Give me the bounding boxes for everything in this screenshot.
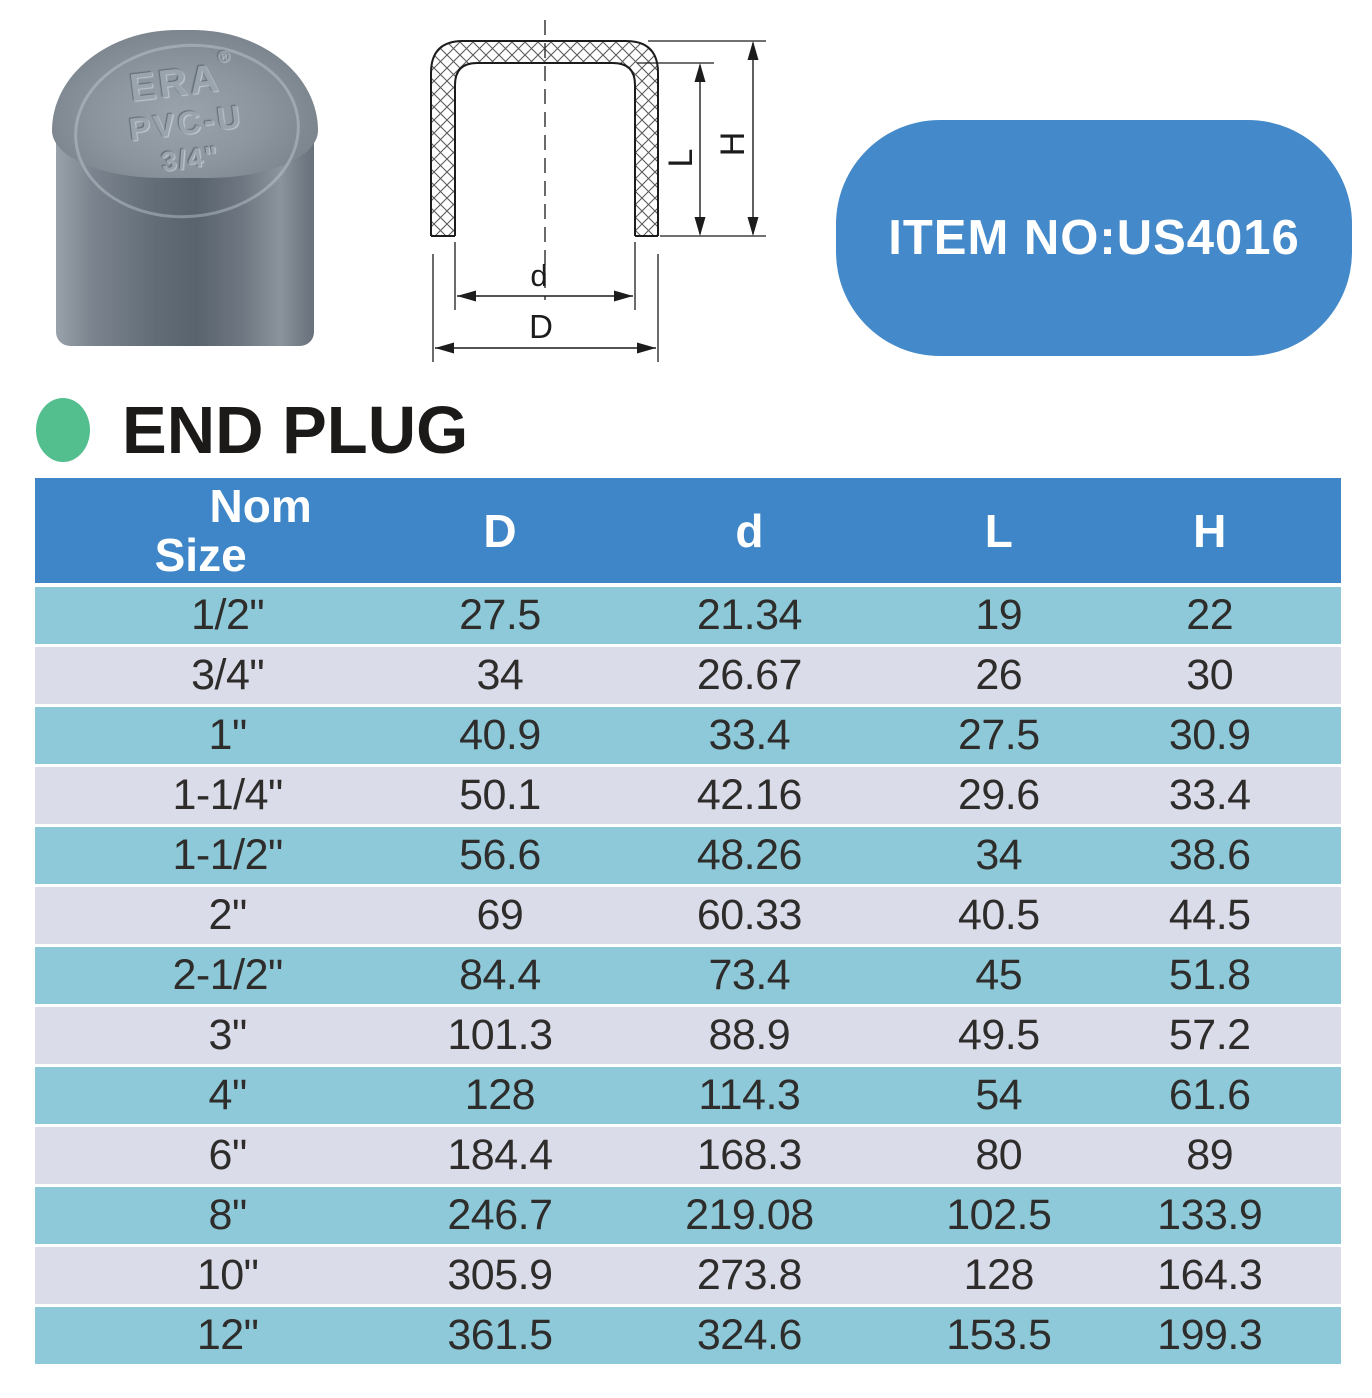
- table-cell: 34: [975, 831, 1023, 879]
- label-D: D: [529, 308, 553, 345]
- table-cell: 3": [208, 1011, 248, 1059]
- dimension-diagram: d D L H: [430, 20, 766, 362]
- table-cell: 6": [208, 1131, 248, 1179]
- table-cell: 27.5: [459, 591, 541, 639]
- table-cell: 54: [975, 1071, 1023, 1119]
- table-cell: 219.08: [685, 1191, 814, 1239]
- table-cell: 21.34: [696, 591, 803, 639]
- table-cell: 246.7: [447, 1191, 553, 1239]
- table-row: 3" 101.3 88.9 49.5 57.2: [35, 1007, 1341, 1067]
- table-cell: 27.5: [957, 711, 1040, 759]
- table-cell: 114.3: [698, 1071, 801, 1119]
- column-header-D: D: [483, 504, 517, 557]
- table-cell: 12": [196, 1311, 259, 1359]
- table-row: 1-1/4" 50.1 42.16 29.6 33.4: [35, 767, 1341, 827]
- table-cell: 1-1/4": [172, 771, 283, 819]
- table-cell: 1": [208, 711, 248, 759]
- pvc-cap-top: [52, 30, 318, 178]
- table-cell: 61.6: [1168, 1071, 1251, 1119]
- spec-table: Nom Size D d L H 1/2" 27.5 21.34 19 22 3/4" 34…: [35, 478, 1341, 1367]
- table-row: 2" 69 60.33 40.5 44.5: [35, 887, 1341, 947]
- product-photo: ERA® PVC-U 3/4": [52, 30, 318, 348]
- table-row: 3/4" 34 26.67 26 30: [35, 647, 1341, 707]
- table-cell: 164.3: [1157, 1251, 1263, 1299]
- table-cell: 2": [208, 891, 248, 939]
- table-cell: 30: [1186, 651, 1234, 699]
- section-title: END PLUG: [122, 392, 469, 468]
- table-row: 6" 184.4 168.3 80 89: [35, 1127, 1341, 1187]
- table-cell: 51.8: [1168, 951, 1251, 999]
- table-cell: 33.4: [1168, 771, 1251, 819]
- table-cell: 26.67: [696, 651, 803, 699]
- table-cell: 8": [208, 1191, 248, 1239]
- table-cell: 88.9: [708, 1011, 791, 1059]
- table-row: 8" 246.7 219.08 102.5 133.9: [35, 1187, 1341, 1247]
- table-cell: 34: [476, 651, 524, 699]
- table-cell: 73.4: [708, 951, 791, 999]
- table-cell: 44.5: [1168, 891, 1251, 939]
- table-cell: 1-1/2": [172, 831, 283, 879]
- table-cell: 1/2": [191, 591, 265, 639]
- table-cell: 26: [975, 651, 1023, 699]
- column-header-nom-size: Nom Size: [154, 479, 312, 581]
- table-cell: 40.5: [957, 891, 1040, 939]
- table-row: 1/2" 27.5 21.34 19 22: [35, 587, 1341, 647]
- table-row: 10" 305.9 273.8 128 164.3: [35, 1247, 1341, 1307]
- table-cell: 48.26: [696, 831, 803, 879]
- table-cell: 102.5: [946, 1191, 1052, 1239]
- table-cell: 60.33: [696, 891, 803, 939]
- column-header-d: d: [735, 504, 764, 557]
- table-cell: 33.4: [708, 711, 791, 759]
- table-row: 1" 40.9 33.4 27.5 30.9: [35, 707, 1341, 767]
- table-cell: 84.4: [459, 951, 541, 999]
- label-H: H: [714, 132, 752, 157]
- table-cell: 69: [476, 891, 524, 939]
- table-cell: 273.8: [696, 1251, 803, 1299]
- table-cell: 56.6: [459, 831, 541, 879]
- table-cell: 324.6: [696, 1311, 803, 1359]
- table-cell: 128: [963, 1251, 1035, 1299]
- table-cell: 57.2: [1168, 1011, 1251, 1059]
- column-header-H: H: [1193, 504, 1227, 557]
- table-cell: 49.5: [957, 1011, 1040, 1059]
- table-cell: 30.9: [1168, 711, 1251, 759]
- table-cell: 50.1: [459, 771, 541, 819]
- table-cell: 10": [196, 1251, 259, 1299]
- label-d: d: [530, 258, 547, 293]
- table-cell: 45: [975, 951, 1023, 999]
- label-L: L: [662, 149, 700, 168]
- table-cell: 38.6: [1168, 831, 1251, 879]
- column-header-L: L: [984, 504, 1013, 557]
- table-cell: 133.9: [1157, 1191, 1263, 1239]
- spec-table-body: 1/2" 27.5 21.34 19 22 3/4" 34 26.67 26 30 1" 40.9 33…: [35, 587, 1341, 1367]
- table-row: 1-1/2" 56.6 48.26 34 38.6: [35, 827, 1341, 887]
- table-cell: 42.16: [696, 771, 803, 819]
- table-cell: 89: [1186, 1131, 1234, 1179]
- table-cell: 305.9: [447, 1251, 553, 1299]
- table-row: 2-1/2" 84.4 73.4 45 51.8: [35, 947, 1341, 1007]
- item-number-text: ITEM NO:US4016: [888, 211, 1300, 265]
- section-heading: END PLUG: [36, 392, 468, 468]
- table-cell: 22: [1186, 591, 1234, 639]
- table-cell: 2-1/2": [172, 951, 283, 999]
- spec-table-header: Nom Size D d L H: [35, 478, 1341, 587]
- table-row: 12" 361.5 324.6 153.5 199.3: [35, 1307, 1341, 1367]
- table-cell: 168.3: [696, 1131, 803, 1179]
- table-cell: 3/4": [191, 651, 265, 699]
- table-cell: 101.3: [447, 1011, 553, 1059]
- table-cell: 184.4: [447, 1131, 553, 1179]
- table-cell: 40.9: [459, 711, 541, 759]
- bullet-icon: [36, 398, 90, 462]
- table-cell: 19: [975, 591, 1023, 639]
- table-cell: 29.6: [957, 771, 1040, 819]
- table-cell: 4": [208, 1071, 248, 1119]
- table-cell: 128: [464, 1071, 536, 1119]
- table-cell: 153.5: [946, 1311, 1052, 1359]
- table-cell: 199.3: [1157, 1311, 1263, 1359]
- table-cell: 361.5: [447, 1311, 553, 1359]
- table-cell: 80: [975, 1131, 1023, 1179]
- item-number-badge: ITEM NO:US4016: [836, 120, 1352, 356]
- table-row: 4" 128 114.3 54 61.6: [35, 1067, 1341, 1127]
